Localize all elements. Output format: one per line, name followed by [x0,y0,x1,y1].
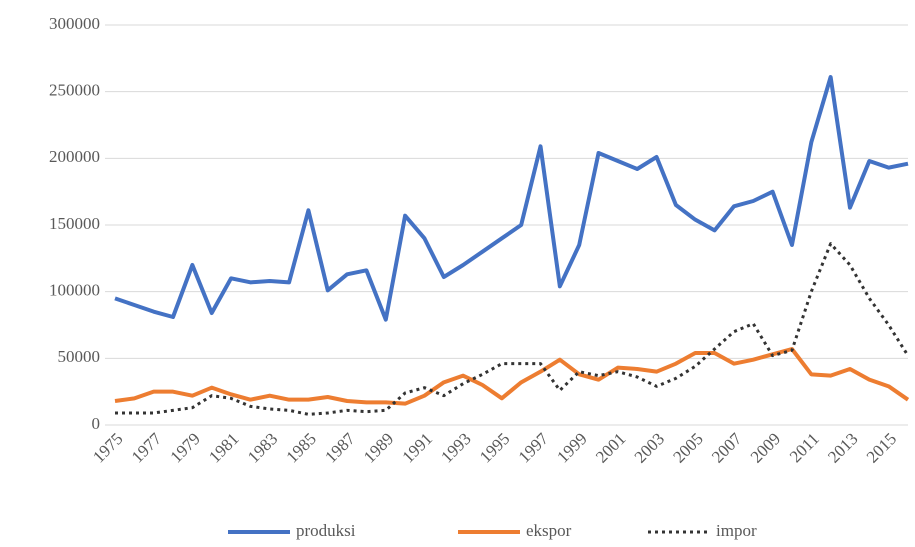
y-tick-label: 200000 [49,147,100,166]
x-tick-label: 2003 [631,429,668,466]
legend-label: ekspor [526,521,572,540]
x-tick-label: 1991 [399,429,436,466]
x-tick-label: 1979 [166,429,203,466]
x-tick-label: 2013 [824,429,861,466]
x-tick-label: 2001 [592,429,629,466]
legend-label: produksi [296,521,356,540]
x-tick-label: 2015 [863,429,900,466]
x-tick-label: 1999 [553,429,590,466]
series-line [115,242,910,416]
series-line [114,347,910,406]
x-tick-label: 2007 [708,429,746,467]
x-tick-label: 1993 [437,429,474,466]
x-tick-label: 1977 [128,429,166,467]
y-tick-label: 50000 [58,347,101,366]
x-tick-label: 2011 [786,429,823,466]
y-tick-label: 0 [92,414,101,433]
x-tick-label: 1997 [515,429,553,467]
x-tick-label: 1987 [321,429,359,467]
y-tick-label: 150000 [49,214,100,233]
x-tick-label: 1985 [283,429,320,466]
y-tick-label: 300000 [49,14,100,33]
x-tick-label: 2009 [747,429,784,466]
x-tick-label: 2005 [669,429,706,466]
x-tick-label: 1975 [89,429,126,466]
x-tick-label: 1983 [244,429,281,466]
series-line [114,75,909,322]
x-tick-label: 1981 [205,429,242,466]
x-tick-label: 1995 [476,429,513,466]
x-tick-label: 1989 [360,429,397,466]
y-tick-label: 250000 [49,81,100,100]
y-tick-label: 100000 [49,281,100,300]
legend-label: impor [716,521,757,540]
